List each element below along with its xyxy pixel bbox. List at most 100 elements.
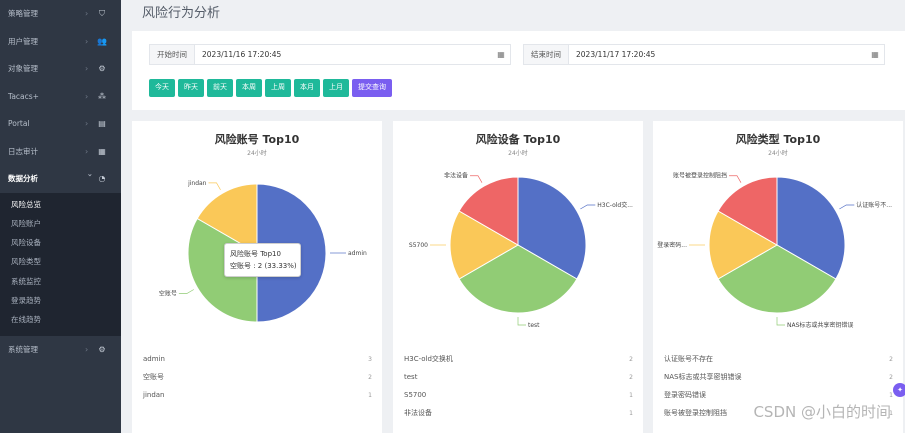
end-time-field[interactable]: 结束时间 2023/11/17 17:20:45 ▦ [523, 44, 885, 65]
yesterday-button[interactable]: 昨天 [178, 79, 204, 97]
list-item-name: 账号被登录控制阻挡 [664, 409, 727, 417]
settings-icon: ⚙ [98, 344, 106, 354]
slice-leader-line [839, 204, 855, 210]
pie-slice[interactable] [717, 176, 778, 246]
sidebar-subnav: 风险总览 风险账户 风险设备 风险类型 系统监控 登录趋势 在线趋势 [0, 192, 121, 336]
pie-slice[interactable] [517, 176, 587, 280]
end-time-value[interactable]: 2023/11/17 17:20:45 [576, 50, 656, 59]
page-title: 风险行为分析 [142, 6, 221, 21]
pie-slice[interactable] [458, 244, 578, 314]
sidebar-item-label: 日志审计 [8, 146, 38, 156]
submit-query-button[interactable]: 提交查询 [352, 79, 392, 97]
list-item: H3C-old交换机 2 [404, 350, 633, 368]
pie-slice[interactable] [458, 176, 519, 246]
slice-label: 空账号 [159, 290, 177, 298]
start-time-value[interactable]: 2023/11/16 17:20:45 [202, 50, 282, 59]
subnav-item-risk-accounts[interactable]: 风险账户 [11, 218, 41, 228]
card-subtitle: 24小时 [508, 150, 528, 157]
card-title: 风险设备 Top10 [475, 133, 561, 146]
chevron-right-icon: › [85, 36, 89, 46]
calendar-icon[interactable]: ▦ [871, 50, 879, 59]
list-item-name: 非法设备 [404, 409, 432, 417]
subnav-item-risk-devices[interactable]: 风险设备 [11, 238, 41, 248]
pie-slice[interactable] [708, 210, 778, 280]
list-item-count: 2 [629, 373, 633, 381]
chart-tooltip: 风险账号 Top10 空账号 : 2 (33.33%) [224, 243, 301, 277]
floating-assistant-icon[interactable]: ✦ [893, 383, 905, 397]
chevron-right-icon: › [85, 146, 89, 156]
risk-type-card: 风险类型 Top10 24小时 认证账号不... NAS标志或共享密钥错误 登录密码… [653, 121, 903, 433]
sidebar-item-users[interactable]: 用户管理 › 👥 [0, 28, 121, 56]
chevron-right-icon: › [85, 344, 89, 354]
list-item-name: S5700 [404, 391, 427, 399]
last-week-button[interactable]: 上周 [265, 79, 291, 97]
slice-label: 登录密码... [657, 241, 687, 249]
pie-slice[interactable] [196, 183, 258, 254]
dashboard-icon: ◔ [98, 174, 106, 184]
list-item-count: 2 [629, 355, 633, 363]
sidebar-item-data-analysis[interactable]: 数据分析 › ◔ [0, 165, 121, 193]
shield-icon: ⛉ [99, 8, 105, 18]
day-before-yesterday-button[interactable]: 前天 [207, 79, 233, 97]
list-item-name: test [404, 373, 418, 381]
list-item-name: jindan [143, 391, 165, 399]
subnav-item-online-trend[interactable]: 在线趋势 [11, 315, 41, 325]
chevron-right-icon: › [85, 64, 89, 74]
users-icon: 👥 [97, 36, 107, 46]
today-button[interactable]: 今天 [149, 79, 175, 97]
sidebar-item-label: 对象管理 [8, 64, 38, 74]
sidebar-item-tacacs[interactable]: Tacacs+ › ⁂ [0, 83, 121, 111]
pie-slice[interactable] [776, 176, 846, 280]
list-item: S5700 1 [404, 386, 633, 404]
chevron-right-icon: › [85, 119, 89, 129]
slice-leader-line [470, 175, 483, 183]
sidebar: 策略管理 › ⛉ 用户管理 › 👥 对象管理 › ⚙ Tacacs+ › ⁂ Portal › ▤ … [0, 0, 121, 433]
tooltip-value: 空账号 : 2 (33.33%) [230, 262, 297, 270]
slice-label: S5700 [409, 242, 428, 249]
sitemap-icon: ⚙ [98, 64, 106, 74]
sidebar-item-objects[interactable]: 对象管理 › ⚙ [0, 55, 121, 83]
calendar-icon[interactable]: ▦ [497, 50, 505, 59]
list-item: test 2 [404, 368, 633, 386]
slice-label: admin [348, 250, 367, 257]
subnav-item-login-trend[interactable]: 登录趋势 [11, 295, 41, 305]
sidebar-item-audit-log[interactable]: 日志审计 › ▦ [0, 138, 121, 166]
sidebar-item-policy[interactable]: 策略管理 › ⛉ [0, 0, 121, 28]
risk-type-pie[interactable]: 认证账号不... NAS标志或共享密钥错误 登录密码... 账号被登录控制阻挡 [653, 161, 903, 331]
ranking-list: admin 3 空账号 2 jindan 1 [143, 350, 372, 404]
start-time-field[interactable]: 开始时间 2023/11/16 17:20:45 ▦ [149, 44, 511, 65]
pie-slice[interactable] [449, 210, 519, 280]
last-month-button[interactable]: 上月 [323, 79, 349, 97]
chevron-right-icon: › [85, 91, 89, 101]
list-item: 非法设备 1 [404, 404, 633, 422]
slice-label: jindan [187, 180, 207, 187]
list-item-name: admin [143, 355, 165, 363]
risk-account-pie[interactable]: admin 空账号 jindan [132, 161, 382, 331]
subnav-item-risk-overview[interactable]: 风险总览 [11, 199, 41, 209]
subnav-item-risk-types[interactable]: 风险类型 [11, 257, 41, 267]
chevron-right-icon: › [85, 9, 89, 19]
risk-device-card: 风险设备 Top10 24小时 H3C-old交... test S5700 非法设备… [393, 121, 643, 433]
risk-device-pie[interactable]: H3C-old交... test S5700 非法设备 [393, 161, 643, 331]
this-month-button[interactable]: 本月 [294, 79, 320, 97]
list-item-name: 登录密码错误 [664, 391, 706, 399]
sidebar-item-label: 系统管理 [8, 344, 38, 354]
list-item-count: 2 [889, 373, 893, 381]
risk-account-card: 风险账号 Top10 24小时 admin 空账号 jindan 风险账号 Top1… [132, 121, 382, 433]
pie-slice[interactable] [717, 244, 837, 314]
slice-label: 非法设备 [444, 172, 468, 180]
sidebar-item-label: Portal [8, 119, 30, 129]
sidebar-item-portal[interactable]: Portal › ▤ [0, 110, 121, 138]
sidebar-item-system[interactable]: 系统管理 › ⚙ [0, 336, 121, 364]
tooltip-title: 风险账号 Top10 [230, 250, 281, 258]
card-title: 风险账号 Top10 [214, 133, 300, 146]
subnav-item-system-monitor[interactable]: 系统监控 [11, 276, 41, 286]
document-icon: ▦ [98, 146, 106, 156]
slice-label: H3C-old交... [597, 201, 633, 209]
list-item: 空账号 2 [143, 368, 372, 386]
sidebar-item-label: Tacacs+ [8, 91, 39, 101]
list-item-name: NAS标志或共享密钥错误 [664, 373, 742, 381]
slice-leader-line [517, 317, 526, 326]
sidebar-item-label: 用户管理 [8, 36, 38, 46]
this-week-button[interactable]: 本周 [236, 79, 262, 97]
